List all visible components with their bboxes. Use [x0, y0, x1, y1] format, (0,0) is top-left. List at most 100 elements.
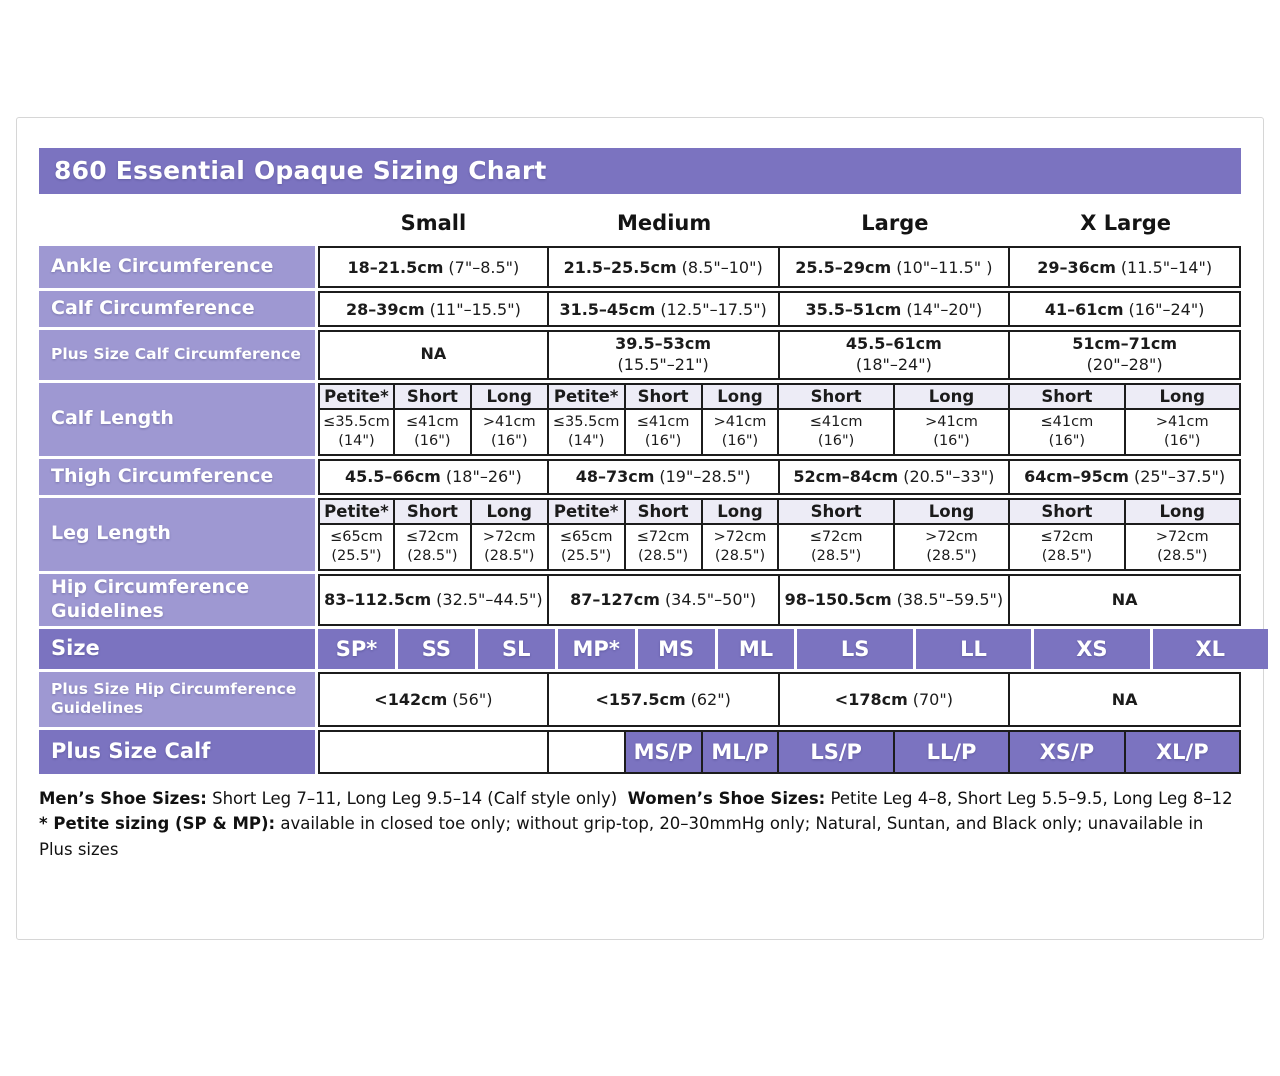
cell-value: 87–127cm: [570, 590, 660, 610]
cell-calf-small: 28–39cm (11"–15.5"): [318, 291, 549, 327]
cell-value: 52cm–84cm: [793, 467, 899, 487]
cell-value: ≤41cm: [406, 414, 459, 431]
table-row-calf-circumference: Calf Circumference 28–39cm (11"–15.5") 31…: [39, 291, 1241, 327]
subheader: Petite*: [548, 497, 626, 525]
cell-value: >41cm: [713, 414, 767, 431]
header-spacer: [39, 202, 318, 244]
table-row-size: Size SP* SS SL MP* MS ML LS LL XS XL: [39, 628, 1268, 669]
cell-note: (28.5"): [637, 547, 689, 564]
size-badge-sp: SP*: [318, 628, 395, 669]
cell-note: (16"–24"): [1128, 299, 1205, 319]
cell-note: (16"): [644, 432, 682, 449]
cell: ≤41cm (16"): [779, 409, 895, 456]
subheader: Long: [894, 497, 1011, 525]
size-badge-ml: ML: [717, 628, 795, 669]
cell-note: (19"–28.5"): [659, 467, 751, 487]
cell-value: NA: [420, 344, 447, 364]
column-header-large: Large: [861, 211, 929, 235]
cell-note: (70"): [912, 689, 953, 709]
cell-note: (28.5"): [484, 547, 535, 564]
cell-value: 83–112.5cm: [324, 590, 432, 610]
size-badge-mlp: ML/P: [702, 729, 780, 774]
cell-note: (56"): [452, 689, 493, 709]
column-header-xlarge: X Large: [1080, 211, 1171, 235]
cell: ≤35.5cm (14"): [318, 409, 395, 456]
row-label-thigh-circumference: Thigh Circumference: [39, 458, 315, 495]
cell-value: ≤35.5cm: [552, 414, 620, 431]
cell-value: NA: [1111, 689, 1138, 709]
row-label-plus-size-calf: Plus Size Calf: [39, 729, 315, 774]
cell-value: >72cm: [925, 529, 978, 546]
table-row-calf-length: Calf Length Petite* Short Long Petite* S…: [39, 382, 1241, 456]
column-header-medium: Medium: [617, 211, 712, 235]
mens-shoe-sizes-text: Short Leg 7–11, Long Leg 9.5–14 (Calf st…: [206, 788, 618, 808]
cell-note: (34.5"–50"): [664, 590, 757, 610]
cell-plus-hip-small: <142cm (56"): [318, 671, 549, 727]
cell: ≤72cm (28.5"): [779, 524, 895, 571]
size-badge-xsp: XS/P: [1010, 729, 1126, 774]
cell-note: (18"–24"): [855, 354, 932, 374]
cell: >72cm (28.5"): [471, 524, 549, 571]
cell-value: 18–21.5cm: [347, 257, 444, 277]
cell-calf-large: 35.5–51cm (14"–20"): [779, 291, 1011, 327]
size-badge-ll: LL: [915, 628, 1032, 669]
petite-sizing-label: * Petite sizing (SP & MP):: [39, 814, 276, 834]
cell-value: 28–39cm: [345, 299, 425, 319]
cell-note: (14"): [567, 432, 605, 449]
cell-note: (32.5"–44.5"): [436, 590, 543, 610]
cell-value: 45.5–61cm: [845, 334, 942, 353]
cell-note: (16"): [1048, 432, 1086, 449]
cell-value: 21.5–25.5cm: [563, 257, 677, 277]
cell-note: (28.5"): [1041, 547, 1093, 564]
cell-plus-calf-circ-large: 45.5–61cm (18"–24"): [779, 330, 1011, 380]
cell-plus-calf-circ-medium: 39.5–53cm (15.5"–21"): [548, 330, 780, 380]
cell-note: (10"–11.5" ): [896, 257, 993, 277]
size-badge-xl: XL: [1152, 628, 1268, 669]
cell-value: 39.5–53cm: [615, 334, 712, 353]
cell: >41cm (16"): [894, 409, 1011, 456]
table-row-hip-circumference-guidelines: Hip Circumference Guidelines 83–112.5cm(…: [39, 573, 1241, 626]
cell: >72cm (28.5"): [702, 524, 780, 571]
calf-length-subheaders: Petite* Short Long Petite* Short Long Sh…: [318, 382, 1241, 410]
size-badge-msp: MS/P: [625, 729, 703, 774]
cell-note: (16"): [1164, 432, 1201, 449]
cell-hip-small: 83–112.5cm (32.5"–44.5"): [318, 573, 549, 626]
size-badge-sl: SL: [477, 628, 555, 669]
cell-value: 45.5–66cm: [344, 467, 441, 487]
subheader: Short: [625, 497, 703, 525]
subheader: Short: [779, 497, 895, 525]
cell-value: >72cm: [482, 529, 536, 546]
cell-note: (15.5"–21"): [617, 354, 709, 374]
cell-value: 25.5–29cm: [795, 257, 892, 277]
cell-note: (20"–28"): [1086, 354, 1163, 374]
cell-note: (62"): [690, 689, 731, 709]
cell-value: >41cm: [925, 414, 978, 431]
cell: ≤72cm (28.5"): [1010, 524, 1126, 571]
cell-calf-medium: 31.5–45cm (12.5"–17.5"): [548, 291, 780, 327]
cell-note: (25.5"): [331, 547, 382, 564]
cell: ≤65cm (25.5"): [548, 524, 626, 571]
cell: ≤41cm (16"): [394, 409, 472, 456]
cell-note: (16"): [414, 432, 451, 449]
calf-length-values: ≤35.5cm (14") ≤41cm (16") >41cm (16") ≤35.5…: [318, 409, 1241, 456]
cell-value: ≤72cm: [809, 529, 863, 546]
cell-value: 64cm–95cm: [1024, 467, 1129, 487]
row-label-ankle-circumference: Ankle Circumference: [39, 246, 315, 288]
size-badge-ss: SS: [397, 628, 475, 669]
subheader: Long: [471, 497, 549, 525]
cell-value: >72cm: [713, 529, 767, 546]
subheader: Short: [394, 497, 472, 525]
cell: ≤72cm (28.5"): [394, 524, 472, 571]
cell: ≤41cm (16"): [625, 409, 703, 456]
petite-sizing-note: * Petite sizing (SP & MP): available in …: [39, 811, 1241, 862]
cell-thigh-small: 45.5–66cm (18"–26"): [318, 458, 549, 495]
cell-plus-calf-circ-xlarge: 51cm–71cm (20"–28"): [1010, 330, 1241, 380]
cell-note: (25"–37.5"): [1133, 467, 1226, 487]
cell-value: 48–73cm: [575, 467, 655, 487]
cell-note: (12.5"–17.5"): [660, 299, 767, 319]
cell-value: ≤72cm: [636, 529, 690, 546]
subheader: Short: [625, 382, 703, 410]
cell-value: <142cm: [374, 689, 448, 709]
cell-value: 31.5–45cm: [559, 299, 656, 319]
leg-length-values: ≤65cm (25.5") ≤72cm (28.5") >72cm (28.5") ≤…: [318, 524, 1241, 571]
